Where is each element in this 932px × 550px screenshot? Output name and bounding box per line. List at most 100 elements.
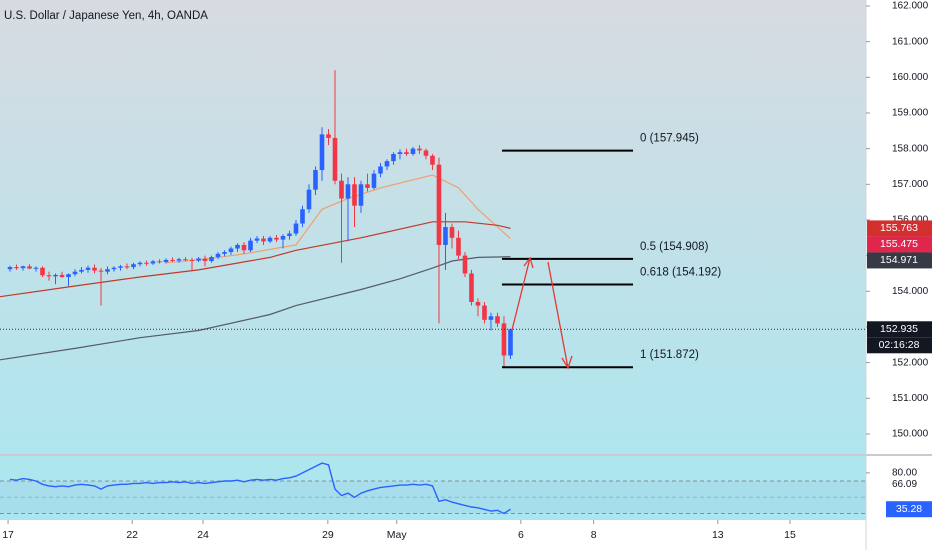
chart-title: U.S. Dollar / Japanese Yen, 4h, OANDA bbox=[4, 10, 208, 22]
candle-body bbox=[462, 255, 468, 274]
candle-body bbox=[14, 267, 19, 269]
candle-body bbox=[248, 240, 253, 251]
arrow-up bbox=[511, 256, 534, 331]
candle-body bbox=[495, 316, 500, 324]
candle-body bbox=[358, 184, 364, 206]
candle-body bbox=[189, 259, 195, 261]
candle-body bbox=[365, 184, 370, 188]
candle-body bbox=[423, 150, 429, 156]
candle-body bbox=[59, 274, 65, 278]
y-tick-label: 154.000 bbox=[892, 286, 929, 297]
candle-body bbox=[131, 264, 136, 268]
candle-body bbox=[105, 269, 110, 272]
candle-body bbox=[27, 266, 32, 269]
y-tick-label: 152.000 bbox=[892, 357, 929, 368]
candle-body bbox=[501, 323, 507, 356]
candle-body bbox=[469, 273, 474, 303]
fib-label: 0.618 (154.192) bbox=[640, 266, 721, 278]
rsi-line bbox=[9, 462, 511, 515]
candle-body bbox=[66, 274, 71, 278]
candle-body bbox=[137, 262, 143, 265]
candle-body bbox=[215, 253, 221, 258]
price-pane bbox=[0, 70, 513, 368]
last-price-label-box bbox=[867, 321, 932, 338]
arrow-down bbox=[547, 261, 573, 370]
candle-body bbox=[449, 227, 455, 238]
candle-body bbox=[20, 266, 26, 269]
candle-body bbox=[98, 270, 104, 272]
candle-body bbox=[345, 184, 351, 199]
candle-body bbox=[111, 267, 117, 270]
candle-body bbox=[397, 152, 403, 154]
average-label-box bbox=[867, 252, 932, 269]
rsi-ma-label: 66.09 bbox=[892, 479, 917, 490]
x-tick-label: May bbox=[387, 529, 408, 541]
candle-body bbox=[475, 302, 481, 306]
candle-body bbox=[404, 152, 409, 154]
countdown-label: 02:16:28 bbox=[879, 339, 920, 351]
rsi-last-label: 35.28 bbox=[896, 503, 922, 515]
y-tick-label: 161.000 bbox=[892, 36, 929, 47]
candle-body bbox=[306, 189, 312, 210]
candle-body bbox=[157, 261, 162, 263]
y-tick-label: 156.000 bbox=[892, 215, 929, 226]
candle-body bbox=[313, 170, 318, 190]
average-label: 155.475 bbox=[880, 238, 918, 250]
candle-body bbox=[118, 266, 123, 268]
x-tick-label: 29 bbox=[322, 529, 334, 541]
candle-body bbox=[280, 236, 286, 240]
candle-body bbox=[170, 259, 175, 261]
countdown-label-box bbox=[867, 337, 932, 354]
candle-body bbox=[326, 134, 331, 138]
candle-body bbox=[196, 258, 201, 261]
y-tick-label: 158.000 bbox=[892, 143, 929, 154]
x-tick-label: 15 bbox=[784, 529, 796, 541]
candle-body bbox=[319, 134, 325, 171]
candle-body bbox=[235, 244, 240, 249]
candle-body bbox=[144, 262, 149, 264]
fib-label: 1 (151.872) bbox=[640, 349, 699, 361]
last-price-label: 152.935 bbox=[880, 323, 918, 335]
candle-body bbox=[410, 148, 416, 154]
time-scale bbox=[0, 520, 866, 550]
projection-arrows bbox=[511, 256, 573, 370]
average-label: 155.763 bbox=[880, 222, 918, 234]
candle-body bbox=[300, 209, 305, 224]
candle-body bbox=[53, 274, 58, 277]
y-tick-label: 151.000 bbox=[892, 393, 929, 404]
average-label-box bbox=[867, 220, 932, 237]
candle-body bbox=[391, 153, 396, 162]
moving-average bbox=[0, 221, 511, 298]
candle-body bbox=[371, 173, 377, 188]
candle-body bbox=[417, 148, 422, 151]
candle-body bbox=[287, 233, 292, 237]
x-tick-label: 24 bbox=[197, 529, 209, 541]
y-tick-label: 159.000 bbox=[892, 108, 929, 119]
candle-body bbox=[274, 237, 279, 240]
fib-label: 0.5 (154.908) bbox=[640, 241, 709, 253]
candle-body bbox=[72, 271, 78, 275]
average-label: 154.971 bbox=[880, 254, 918, 266]
candle-body bbox=[332, 137, 338, 181]
candle-body bbox=[267, 237, 273, 242]
candle-body bbox=[183, 259, 188, 261]
x-tick-label: 17 bbox=[2, 529, 14, 541]
y-tick-label: 160.000 bbox=[892, 72, 929, 83]
candle-body bbox=[163, 259, 169, 263]
candle-body bbox=[488, 316, 494, 320]
moving-average bbox=[0, 256, 511, 361]
fib-label: 0 (157.945) bbox=[640, 133, 699, 145]
candle-body bbox=[176, 259, 182, 261]
y-tick-label: 150.000 bbox=[892, 429, 929, 440]
candle-body bbox=[456, 237, 461, 256]
candle-body bbox=[33, 267, 39, 269]
candle-body bbox=[261, 238, 266, 242]
candle-body bbox=[85, 267, 91, 270]
candle-body bbox=[150, 261, 156, 264]
candle-body bbox=[209, 257, 214, 261]
average-label-box bbox=[867, 236, 932, 253]
price-scale bbox=[866, 0, 932, 550]
plot-background bbox=[0, 0, 866, 520]
candle-body bbox=[7, 267, 13, 270]
